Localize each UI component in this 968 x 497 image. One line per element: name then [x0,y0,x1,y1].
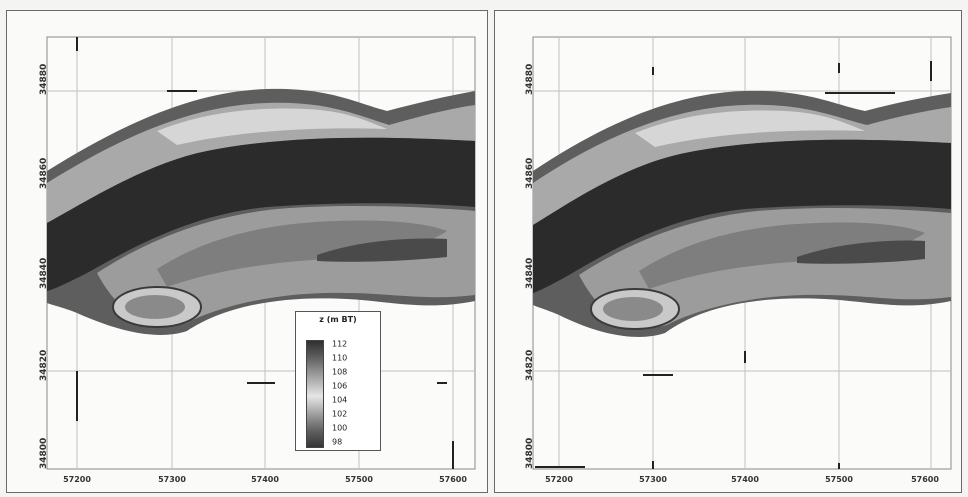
left-y-tick-5: 34800 [39,437,49,469]
legend-value-1: 112 [332,339,348,349]
left-tick-marks [76,37,454,469]
legend-value-8: 98 [332,437,343,447]
right-y-tick-3: 34840 [525,257,535,289]
right-upper-shallow [635,110,865,147]
right-x-tick-5: 57600 [911,475,939,484]
left-y-tick-4: 34820 [39,349,49,381]
left-x-tick-2: 57300 [158,475,186,484]
right-y-tick-2: 34860 [525,157,535,189]
right-upper-bank [533,104,951,225]
left-y-tick-1: 34880 [39,63,49,95]
left-main-channel [47,137,475,291]
legend-value-7: 100 [332,423,348,433]
right-x-tick-3: 57400 [731,475,759,484]
left-x-tick-5: 57600 [439,475,467,484]
left-x-tick-4: 57500 [345,475,373,484]
left-y-tick-3: 34840 [39,257,49,289]
legend-color-bar [306,340,324,448]
right-y-tick-4: 34820 [525,349,535,381]
legend-value-4: 106 [332,381,348,391]
left-lower-shallow [157,220,447,287]
left-upper-shallow [157,108,387,145]
legend-value-6: 102 [332,409,348,419]
right-x-tick-2: 57300 [639,475,667,484]
legend-value-3: 108 [332,367,348,377]
right-x-tick-4: 57500 [825,475,853,484]
right-x-tick-1: 57200 [545,475,573,484]
left-map-panel: 34880 34860 34840 34820 34800 57200 5730… [6,10,488,493]
left-x-tick-3: 57400 [251,475,279,484]
right-y-tick-5: 34800 [525,437,535,469]
right-island-core [603,297,663,321]
left-inner-channel [317,238,447,262]
left-x-tick-1: 57200 [63,475,91,484]
left-y-tick-2: 34860 [39,157,49,189]
right-main-channel [533,139,951,293]
right-lower-shallow [639,222,925,289]
color-legend: z (m BT) 112 110 108 106 104 102 100 98 [295,311,381,451]
right-map-panel: 34880 34860 34840 34820 34800 57200 5730… [494,10,962,493]
right-y-tick-1: 34880 [525,63,535,95]
legend-value-5: 104 [332,395,348,405]
left-map-plot [46,36,476,470]
left-island-core [125,295,185,319]
legend-tick-labels: 112 110 108 106 104 102 100 98 [332,340,376,448]
legend-value-2: 110 [332,353,348,363]
right-inner-channel [797,240,925,264]
left-upper-bank [47,102,475,223]
right-tick-marks [535,61,932,469]
right-map-plot [532,36,952,470]
legend-title: z (m BT) [319,315,357,324]
